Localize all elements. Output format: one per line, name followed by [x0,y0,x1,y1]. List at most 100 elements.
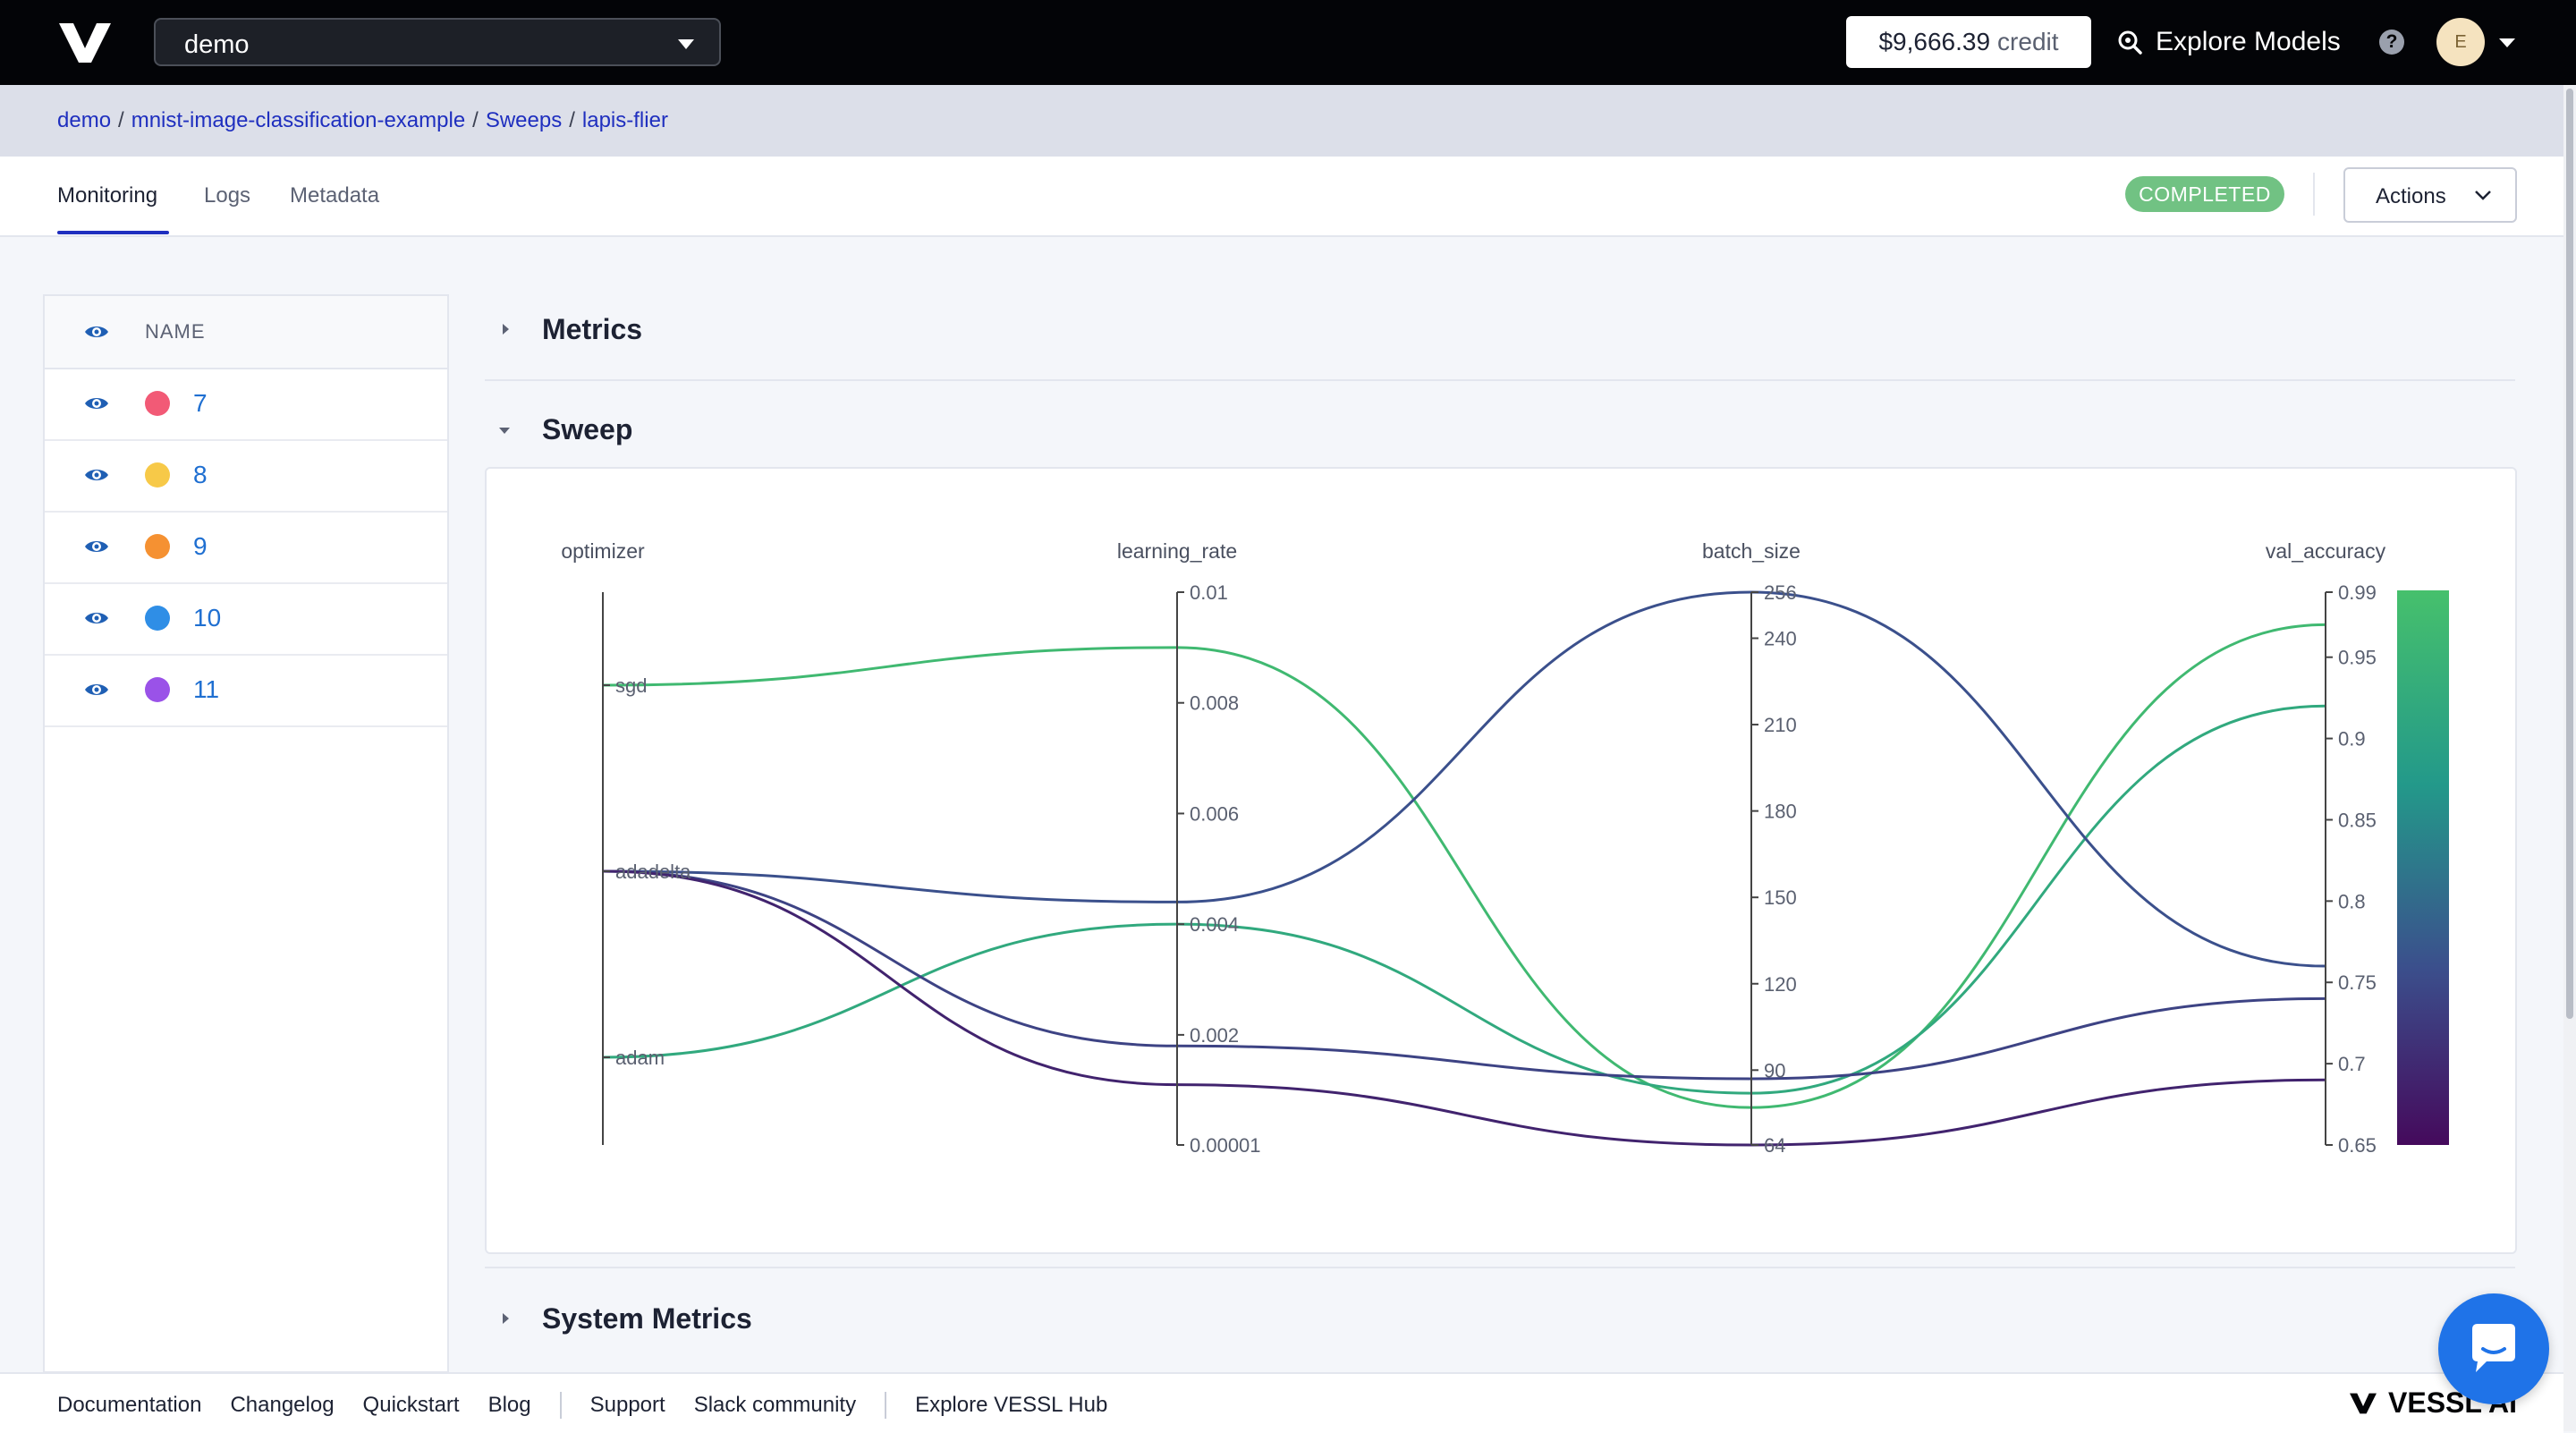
axis-label: learning_rate [1117,539,1237,563]
tab-logs[interactable]: Logs [204,183,251,208]
breadcrumb-item-sweep[interactable]: lapis-flier [581,108,668,132]
tick-label: 0.8 [2338,890,2366,912]
run-name-link[interactable]: 8 [193,461,208,488]
run-row[interactable]: 11 [45,654,447,727]
tick-label: 210 [1764,714,1797,736]
sweep-trial-line[interactable] [602,590,2326,968]
eye-icon[interactable] [84,609,109,627]
footer-link[interactable]: Blog [487,1393,531,1417]
credit-unit: credit [1997,28,2059,55]
footer-link[interactable]: Documentation [57,1393,202,1417]
axis-label: val_accuracy [2266,539,2386,563]
footer-link[interactable]: Changelog [230,1393,335,1417]
run-name-link[interactable]: 11 [193,675,220,703]
run-name-link[interactable]: 9 [193,532,208,560]
caret-right-icon[interactable] [503,324,509,335]
breadcrumb-item-org[interactable]: demo [57,108,112,132]
tick-label: adadelta [615,861,691,883]
run-name-link[interactable]: 7 [193,389,208,417]
tab-metadata[interactable]: Metadata [290,183,380,208]
footer-link[interactable]: Explore VESSL Hub [915,1393,1108,1417]
actions-label: Actions [2376,184,2446,208]
user-avatar[interactable]: E [2436,18,2485,66]
eye-icon[interactable] [84,466,109,484]
run-row[interactable]: 10 [45,582,447,656]
page-scrollbar[interactable] [2563,85,2576,1431]
run-row[interactable]: 7 [45,368,447,441]
tick-label: 0.006 [1190,802,1239,825]
tick-label: 0.99 [2338,581,2377,604]
runs-panel-header: NAME [45,296,447,369]
tick-label: 150 [1764,886,1797,909]
sweep-trial-line[interactable] [602,869,2326,1147]
eye-icon[interactable] [84,681,109,699]
run-row[interactable]: 8 [45,439,447,513]
eye-icon[interactable] [84,323,109,341]
system-metrics-section-title[interactable]: System Metrics [542,1302,752,1335]
tick-label: 0.95 [2338,647,2377,669]
tick-label: 256 [1764,581,1797,604]
breadcrumb-item-sweeps[interactable]: Sweeps [485,108,563,132]
eye-icon[interactable] [84,538,109,555]
tick-label: 0.008 [1190,692,1239,715]
tick-label: 180 [1764,801,1797,823]
sweep-trial-line[interactable] [602,869,2326,1081]
run-color-dot [145,606,170,631]
tick-label: 0.00001 [1190,1134,1261,1157]
breadcrumb-separator: / [118,108,124,132]
tick-label: 0.002 [1190,1024,1239,1047]
scrollbar-thumb[interactable] [2566,89,2573,1019]
breadcrumb-bar: demo / mnist-image-classification-example /… [0,85,2563,157]
tick-label: adam [615,1047,665,1069]
footer-divider [559,1392,562,1419]
footer-link[interactable]: Slack community [693,1393,857,1417]
tick-label: 0.01 [1190,581,1228,604]
sweep-trial-line[interactable] [602,704,2326,1095]
footer: Documentation Changelog Quickstart Blog Supp… [0,1372,2563,1433]
footer-link[interactable]: Quickstart [362,1393,460,1417]
run-color-dot [145,462,170,488]
actions-button[interactable]: Actions [2343,167,2517,223]
active-tab-indicator [57,231,169,234]
avatar-menu-caret-icon[interactable] [2499,38,2515,47]
tab-bar: Monitoring Logs Metadata COMPLETED Actio… [0,157,2563,237]
breadcrumb-item-project[interactable]: mnist-image-classification-example [131,108,466,132]
tick-label: 120 [1764,973,1797,996]
caret-right-icon[interactable] [503,1313,509,1324]
breadcrumb-separator: / [569,108,575,132]
tick-label: 0.004 [1190,913,1239,936]
tick-label: sgd [615,674,647,697]
help-icon[interactable]: ? [2379,30,2404,55]
breadcrumb: demo / mnist-image-classification-example /… [57,108,668,133]
tick-label: 90 [1764,1059,1785,1081]
tick-label: 0.9 [2338,728,2366,750]
explore-models-label: Explore Models [2156,27,2341,56]
vessl-logo-icon [2350,1393,2377,1413]
credit-amount: $9,666.39 [1878,28,1991,55]
sweep-trial-line[interactable] [602,623,2326,1109]
explore-models-link[interactable]: Explore Models [2116,16,2341,68]
vessl-logo-icon[interactable] [57,21,113,64]
runs-panel: NAME 7 8 9 10 11 [43,294,449,1373]
footer-link[interactable]: Support [589,1393,665,1417]
sweep-section-title[interactable]: Sweep [542,413,633,445]
explore-search-icon [2118,30,2142,55]
run-row[interactable]: 9 [45,511,447,584]
name-column-header: NAME [145,320,206,343]
tick-label: 240 [1764,628,1797,650]
chat-support-button[interactable] [2438,1293,2549,1404]
eye-icon[interactable] [84,394,109,412]
run-color-dot [145,534,170,559]
top-navigation-bar: demo $9,666.39 credit Explore Models ? E [0,0,2576,85]
metrics-section-title[interactable]: Metrics [542,313,643,345]
tab-monitoring[interactable]: Monitoring [57,183,158,208]
project-selector-value: demo [184,30,250,59]
project-selector[interactable]: demo [154,18,721,66]
sweep-parallel-coordinates-chart: optimizer sgd adadelta adam learning_rate 0.0… [485,467,2517,1254]
section-divider [485,1267,2515,1268]
tick-label: 0.7 [2338,1053,2366,1075]
status-badge: COMPLETED [2125,176,2284,212]
credit-balance-button[interactable]: $9,666.39 credit [1846,16,2091,68]
caret-down-icon[interactable] [499,428,510,434]
run-name-link[interactable]: 10 [193,604,222,632]
